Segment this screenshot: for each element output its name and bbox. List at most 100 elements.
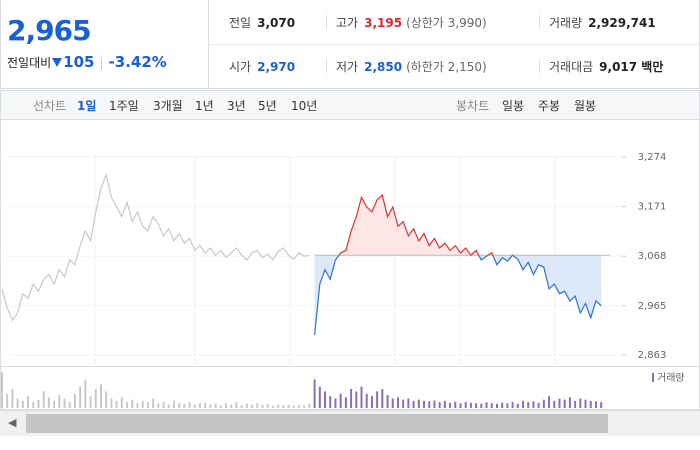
volume-bar xyxy=(558,398,561,408)
volume-bar xyxy=(313,379,316,408)
stats-row: 전일 3,070 고가 3,195 (상한가 3,990) 거래량 2,929,741 xyxy=(209,0,699,45)
volume-bar xyxy=(386,394,389,408)
volume-bar xyxy=(490,403,493,408)
volume-bar xyxy=(230,404,233,408)
legend-label: 거래량 xyxy=(657,372,685,384)
volume-bar xyxy=(501,402,504,408)
volume-bar xyxy=(277,404,280,408)
volume-bar xyxy=(172,400,175,408)
tab[interactable]: 1년 xyxy=(195,99,214,113)
volume-bar xyxy=(480,403,483,408)
stat-label: 시가 xyxy=(229,60,252,74)
volume-bar xyxy=(110,398,113,408)
volume-bar xyxy=(469,402,472,408)
volume-bar xyxy=(6,393,9,408)
tab[interactable]: 일봉 xyxy=(502,99,525,113)
volume-bar xyxy=(308,403,311,408)
volume-bar xyxy=(225,403,228,408)
volume-bar xyxy=(115,400,118,408)
volume-bar xyxy=(297,404,300,408)
volume-bar xyxy=(68,402,71,408)
tab[interactable]: 1주일 xyxy=(109,99,139,113)
price-line xyxy=(1,172,310,322)
volume-bar xyxy=(16,398,19,408)
stat-value: 2,970 xyxy=(257,60,296,74)
volume-bar xyxy=(329,396,332,408)
change-percent: -3.42% xyxy=(108,53,167,71)
stat-value: 9,017 백만 xyxy=(599,60,664,74)
volume-bar xyxy=(527,402,530,408)
volume-bar xyxy=(94,389,97,408)
y-tick-label: 2,965 xyxy=(638,301,667,312)
volume-bar xyxy=(334,398,337,408)
stat-note: (하한가 2,150) xyxy=(406,60,487,74)
price-line-down xyxy=(314,255,602,336)
stat-value: 3,195 xyxy=(364,16,403,30)
volume-bar xyxy=(407,398,410,408)
volume-bar xyxy=(146,402,149,408)
volume-bar xyxy=(370,396,373,408)
volume-bar xyxy=(579,398,582,408)
volume-bar xyxy=(99,384,102,408)
volume-bar xyxy=(219,405,222,408)
stat-value: 2,929,741 xyxy=(588,16,656,30)
volume-bar xyxy=(563,399,566,408)
volume-bar xyxy=(542,399,545,408)
stat-label: 전일 xyxy=(229,16,252,30)
volume-bar xyxy=(443,400,446,408)
volume-bar xyxy=(589,400,592,408)
y-tick-label: 3,171 xyxy=(638,202,667,213)
scrollbar[interactable]: ◀ xyxy=(0,410,700,436)
tab[interactable]: 주봉 xyxy=(538,99,561,113)
volume-bar xyxy=(355,391,358,408)
volume-bar xyxy=(157,403,160,408)
y-tick-label: 3,274 xyxy=(638,152,667,163)
tab[interactable]: 3년 xyxy=(227,99,246,113)
tab[interactable]: 5년 xyxy=(258,99,277,113)
stat-label: 저가 xyxy=(336,60,359,74)
volume-bar xyxy=(537,402,540,408)
volume-bar xyxy=(282,405,285,408)
chart: 3,274 3,171 3,068 2,965 2,863 거래량 xyxy=(0,119,700,410)
volume-bar xyxy=(344,397,347,408)
tab[interactable]: 3개월 xyxy=(153,99,183,113)
volume-bar xyxy=(79,386,82,408)
volume-bar xyxy=(438,402,441,408)
volume-bar xyxy=(600,402,603,408)
volume-bar xyxy=(21,400,24,408)
scroll-thumb[interactable] xyxy=(26,414,608,433)
volume-bar xyxy=(261,405,264,408)
volume-bar xyxy=(266,404,269,408)
volume-bar xyxy=(485,402,488,408)
stats-row: 시가 2,970 저가 2,850 (하한가 2,150) 거래대금 9,017 백만 xyxy=(209,44,699,88)
volume-bar xyxy=(360,386,363,408)
volume-bar xyxy=(318,386,321,408)
volume-bar xyxy=(376,391,379,408)
volume-bar xyxy=(47,397,50,408)
volume-bar xyxy=(365,393,368,408)
volume-bar xyxy=(58,394,61,408)
volume-bar xyxy=(131,399,134,408)
volume-bar xyxy=(511,402,514,408)
volume-bar xyxy=(178,403,181,408)
stat-note: (상한가 3,990) xyxy=(406,16,487,30)
tab[interactable]: 월봉 xyxy=(574,99,597,113)
volume-bar xyxy=(1,372,3,408)
tab[interactable]: 1일 xyxy=(77,99,97,113)
legend-swatch xyxy=(652,373,654,382)
volume-bar xyxy=(506,403,509,408)
volume-bar xyxy=(235,402,238,408)
volume-bar xyxy=(152,398,155,408)
volume-bar xyxy=(391,398,394,408)
volume-bar xyxy=(454,401,457,408)
volume-bar xyxy=(53,400,56,408)
current-price: 2,965 xyxy=(7,14,92,47)
separator xyxy=(539,59,540,73)
stat-value: 3,070 xyxy=(257,16,296,30)
volume-bar xyxy=(303,405,306,408)
price-line-up xyxy=(338,193,514,256)
tab[interactable]: 10년 xyxy=(291,99,318,113)
chart-tabs: 선차트 1일 1주일 3개월 1년 3년 5년 10년 봉차트 일봉 주봉 월봉 xyxy=(0,90,700,120)
volume-bar xyxy=(584,399,587,408)
